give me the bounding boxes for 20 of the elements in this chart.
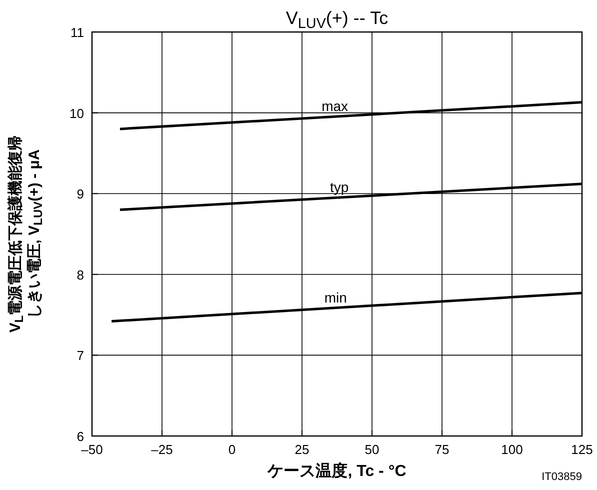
chart-title: V$_{LUV}$(+) -- Tc: [286, 8, 388, 32]
y-tick-label: 6: [76, 429, 84, 444]
x-tick-label: 50: [364, 442, 380, 457]
y-tick-label: 11: [70, 25, 84, 40]
annotation: typ: [330, 179, 349, 196]
x-tick-label: –25: [151, 442, 173, 457]
x-tick-label: –50: [81, 442, 103, 457]
y-tick-label: 10: [70, 106, 84, 121]
annotation: min: [324, 290, 347, 306]
x-tick-label: 25: [294, 442, 310, 457]
annotation: max: [322, 98, 348, 114]
x-tick-label: 75: [434, 442, 450, 457]
x-axis-title: ケース温度, Tc - °C: [266, 461, 407, 480]
y-tick-label: 7: [76, 348, 84, 364]
x-tick-label: 0: [228, 442, 236, 457]
y-tick-label: 9: [76, 186, 84, 202]
x-tick-label: 125: [571, 442, 593, 457]
text: IT03859: [542, 471, 582, 483]
y-tick-label: 8: [76, 267, 84, 282]
x-tick-label: 100: [501, 442, 523, 457]
